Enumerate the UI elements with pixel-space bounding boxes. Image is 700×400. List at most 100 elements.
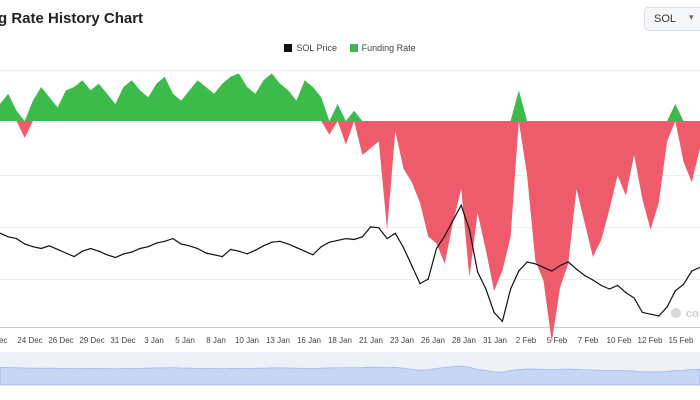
price-point	[617, 284, 619, 286]
price-point	[411, 265, 413, 267]
price-point	[147, 246, 149, 248]
price-point	[90, 247, 92, 250]
legend-label-funding: Funding Rate	[361, 43, 416, 53]
x-tick-label: 26 Dec	[48, 336, 73, 345]
price-point	[279, 240, 281, 242]
legend-item-price[interactable]: SOL Price	[284, 43, 337, 53]
price-point	[419, 283, 421, 285]
price-point	[320, 246, 322, 248]
price-point	[188, 245, 190, 247]
price-point	[180, 243, 182, 245]
price-point	[114, 256, 116, 259]
chevron-down-icon: ▾	[689, 12, 694, 22]
funding-rate-series	[0, 73, 700, 342]
price-point	[15, 238, 18, 240]
x-tick-label: 8 Jan	[206, 336, 226, 345]
x-tick-label: 29 Dec	[79, 336, 104, 345]
chart-legend: SOL Price Funding Rate	[0, 43, 700, 53]
price-point	[238, 250, 240, 252]
price-point	[518, 270, 520, 272]
x-tick-label: 23 Jan	[390, 336, 414, 345]
price-point	[394, 232, 396, 234]
price-point	[370, 226, 372, 228]
sol-price-line	[0, 203, 700, 323]
price-point	[600, 284, 602, 286]
price-point	[361, 236, 363, 238]
price-point	[57, 248, 59, 250]
price-point	[444, 235, 446, 237]
symbol-selector-value: SOL	[654, 13, 677, 25]
x-tick-label: 10 Feb	[607, 336, 632, 345]
x-tick-label: 21 Jan	[359, 336, 383, 345]
price-point	[542, 266, 545, 268]
price-point	[48, 245, 51, 247]
price-point	[295, 247, 298, 249]
price-point	[510, 288, 512, 290]
price-point	[584, 274, 586, 277]
price-point	[246, 253, 248, 255]
price-point	[452, 220, 454, 222]
price-point	[73, 256, 75, 258]
price-point	[345, 238, 347, 240]
price-point	[650, 313, 652, 315]
x-tick-label: ec	[0, 336, 7, 345]
price-point	[262, 245, 265, 247]
legend-label-price: SOL Price	[296, 43, 338, 53]
x-tick-label: 28 Jan	[452, 336, 476, 345]
price-point	[493, 311, 495, 313]
price-point	[501, 320, 503, 322]
price-point	[81, 250, 83, 252]
x-tick-label: 12 Feb	[638, 336, 663, 345]
price-point	[40, 247, 42, 250]
watermark-text: coi	[686, 308, 700, 320]
price-point	[658, 315, 660, 317]
x-tick-label: 15 Feb	[669, 336, 694, 345]
price-point	[641, 311, 644, 313]
price-point	[386, 238, 388, 240]
price-point	[460, 204, 462, 206]
price-point	[155, 242, 158, 244]
legend-item-funding[interactable]: Funding Rate	[349, 43, 416, 53]
price-point	[682, 283, 685, 286]
x-tick-label: 26 Jan	[421, 336, 445, 345]
price-point	[287, 243, 289, 245]
x-tick-label: 3 Jan	[144, 336, 164, 345]
funding-negative-area	[0, 121, 700, 342]
price-point	[625, 292, 627, 294]
sol-price-points	[0, 204, 700, 322]
price-point	[131, 251, 133, 253]
price-point	[575, 268, 578, 270]
price-point	[122, 253, 125, 255]
price-point	[0, 232, 1, 234]
price-point	[106, 254, 108, 256]
price-point	[7, 236, 9, 238]
price-point	[534, 263, 536, 265]
legend-swatch-price	[284, 44, 293, 52]
chart-title: g Rate History Chart	[0, 10, 144, 27]
price-point	[337, 239, 339, 241]
x-tick-label: 7 Feb	[578, 336, 599, 345]
price-point	[32, 246, 34, 248]
x-axis-ticks: ec 24 Dec 26 Dec 29 Dec 31 Dec 3 Jan 5 Jan 8 Ja…	[0, 336, 694, 345]
x-tick-label: 5 Jan	[175, 336, 195, 345]
price-point	[304, 250, 306, 252]
price-point	[477, 271, 479, 273]
price-point	[230, 248, 232, 250]
x-tick-label: 18 Jan	[328, 336, 352, 345]
x-tick-label: 16 Jan	[297, 336, 321, 345]
price-point	[98, 250, 100, 252]
price-point	[402, 247, 405, 249]
price-point	[328, 241, 330, 243]
symbol-selector[interactable]: SOL ▾	[644, 7, 700, 31]
range-navigator[interactable]	[0, 352, 700, 386]
price-point	[435, 247, 438, 250]
x-tick-label: 31 Jan	[483, 336, 507, 345]
price-point	[485, 288, 487, 290]
price-point	[254, 249, 256, 251]
price-point	[378, 227, 380, 229]
price-point	[468, 229, 470, 231]
price-point	[608, 288, 611, 290]
price-point	[526, 261, 528, 263]
legend-swatch-funding	[349, 44, 358, 52]
